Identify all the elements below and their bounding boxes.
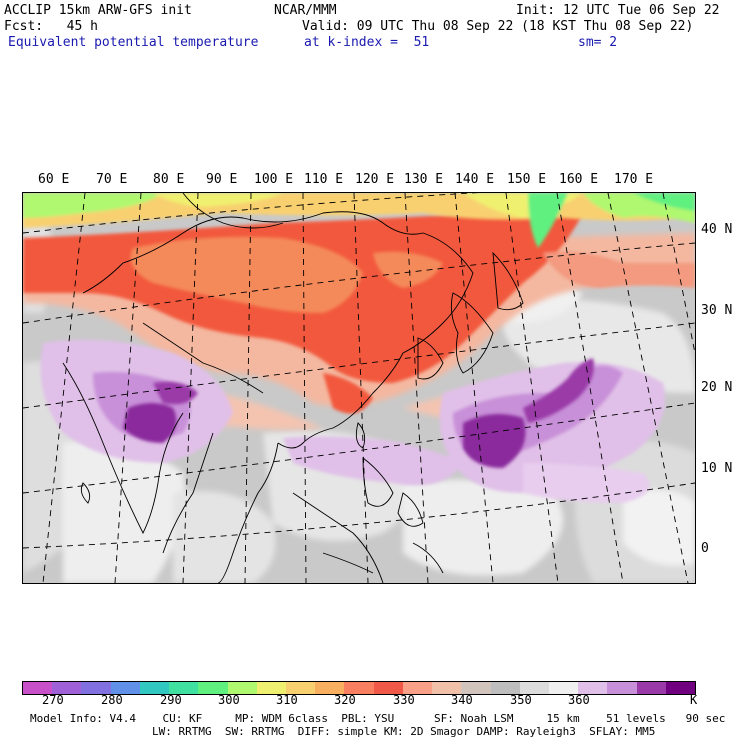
colorbar-swatch: [490, 682, 520, 694]
colorbar-swatch: [315, 682, 345, 694]
lon-label-80e: 80 E: [153, 172, 185, 187]
model-info-line: Model Info: V4.4 CU: KF MP: WDM 6class P…: [30, 712, 726, 725]
model-title: ACCLIP 15km ARW-GFS init: [4, 3, 192, 18]
colorbar-swatch: [373, 682, 403, 694]
colorbar-label-320: 320: [334, 693, 356, 707]
colorbar-label-300: 300: [218, 693, 240, 707]
lat-label-10n: 10 N: [701, 461, 733, 476]
colorbar-swatch: [227, 682, 257, 694]
colorbar-label-280: 280: [101, 693, 123, 707]
colorbar-swatch: [169, 682, 199, 694]
k-index-label: at k-index = 51: [304, 35, 430, 50]
forecast-hour: Fcst: 45 h: [4, 19, 98, 34]
lon-label-170e: 170 E: [614, 172, 654, 187]
lon-label-100e: 100 E: [254, 172, 294, 187]
smoothing-label: sm= 2: [578, 35, 618, 50]
physics-info-line: LW: RRTMG SW: RRTMG DIFF: simple KM: 2D …: [152, 725, 656, 738]
lat-label-20n: 20 N: [701, 380, 733, 395]
colorbar-swatch: [432, 682, 462, 694]
colorbar-label-340: 340: [451, 693, 473, 707]
lon-label-120e: 120 E: [355, 172, 395, 187]
lon-label-160e: 160 E: [559, 172, 599, 187]
lon-label-60e: 60 E: [38, 172, 70, 187]
coastlines: [62, 193, 524, 583]
colorbar: [22, 681, 696, 695]
theta-e-map: [23, 193, 695, 583]
valid-time: Valid: 09 UTC Thu 08 Sep 22 (18 KST Thu …: [302, 19, 694, 34]
colorbar-swatch: [519, 682, 549, 694]
colorbar-swatch: [81, 682, 111, 694]
colorbar-swatch: [578, 682, 608, 694]
lat-label-0: 0: [701, 541, 709, 556]
init-time: Init: 12 UTC Tue 06 Sep 22: [516, 3, 720, 18]
colorbar-swatch: [607, 682, 637, 694]
lat-label-30n: 30 N: [701, 303, 733, 318]
organization-label: NCAR/MMM: [274, 3, 337, 18]
lon-label-70e: 70 E: [96, 172, 128, 187]
colorbar-swatch: [636, 682, 666, 694]
colorbar-label-270: 270: [42, 693, 64, 707]
colorbar-label-360: 360: [568, 693, 590, 707]
colorbar-swatch: [256, 682, 286, 694]
colorbar-swatch: [23, 682, 53, 694]
colorbar-unit: K: [690, 693, 698, 707]
light-gray-regions: [23, 213, 695, 583]
lon-label-150e: 150 E: [507, 172, 547, 187]
colorbar-label-310: 310: [276, 693, 298, 707]
lon-label-110e: 110 E: [304, 172, 344, 187]
map-panel: [22, 192, 696, 584]
dark-purple-regions: [123, 358, 594, 468]
field-name: Equivalent potential temperature: [8, 35, 259, 50]
lon-label-140e: 140 E: [455, 172, 495, 187]
graticule: [23, 193, 695, 583]
colorbar-swatch: [198, 682, 228, 694]
colorbar-swatch: [110, 682, 140, 694]
colorbar-swatch: [285, 682, 316, 694]
lon-label-90e: 90 E: [206, 172, 238, 187]
colorbar-swatch: [402, 682, 433, 694]
colorbar-swatch: [52, 682, 82, 694]
colorbar-swatch: [665, 682, 696, 694]
colorbar-swatch: [344, 682, 374, 694]
colorbar-swatch: [139, 682, 170, 694]
colorbar-swatch: [461, 682, 491, 694]
orange-regions: [130, 236, 443, 313]
colorbar-swatch: [548, 682, 579, 694]
lon-label-130e: 130 E: [404, 172, 444, 187]
colorbar-label-350: 350: [510, 693, 532, 707]
lat-label-40n: 40 N: [701, 222, 733, 237]
colorbar-label-330: 330: [393, 693, 415, 707]
colorbar-label-290: 290: [160, 693, 182, 707]
